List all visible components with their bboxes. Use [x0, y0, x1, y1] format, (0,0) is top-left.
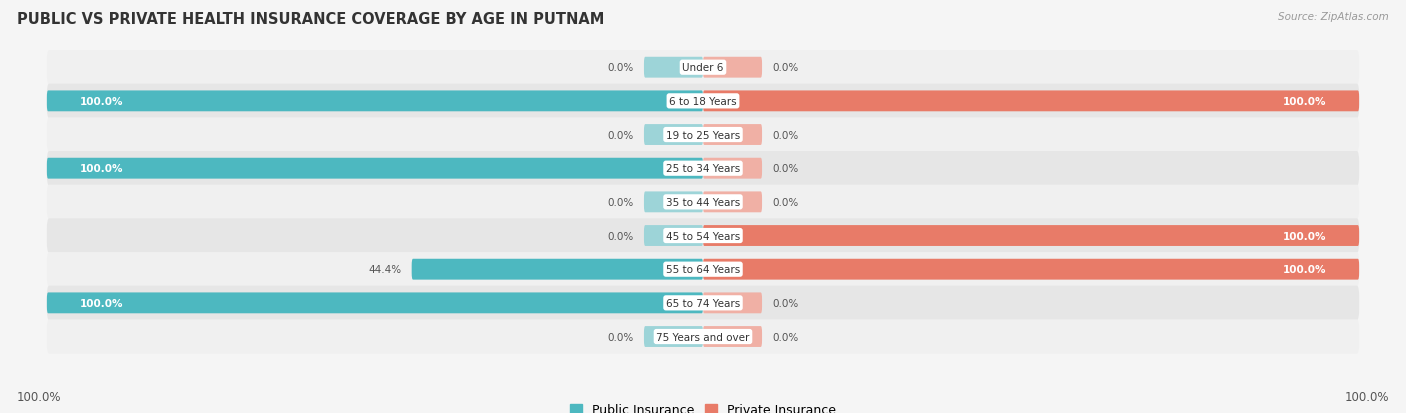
Text: 75 Years and over: 75 Years and over: [657, 332, 749, 342]
Text: 44.4%: 44.4%: [368, 265, 402, 275]
Text: Source: ZipAtlas.com: Source: ZipAtlas.com: [1278, 12, 1389, 22]
FancyBboxPatch shape: [703, 259, 1360, 280]
Text: 0.0%: 0.0%: [607, 231, 634, 241]
Text: 35 to 44 Years: 35 to 44 Years: [666, 197, 740, 207]
Text: 100.0%: 100.0%: [80, 97, 124, 107]
FancyBboxPatch shape: [644, 125, 703, 146]
Text: 0.0%: 0.0%: [607, 197, 634, 207]
Text: 100.0%: 100.0%: [1282, 265, 1326, 275]
FancyBboxPatch shape: [46, 152, 1360, 186]
FancyBboxPatch shape: [46, 85, 1360, 119]
FancyBboxPatch shape: [703, 293, 762, 313]
FancyBboxPatch shape: [46, 91, 703, 112]
FancyBboxPatch shape: [703, 192, 762, 213]
Text: 100.0%: 100.0%: [1282, 231, 1326, 241]
FancyBboxPatch shape: [46, 158, 703, 179]
FancyBboxPatch shape: [46, 185, 1360, 219]
Text: 0.0%: 0.0%: [772, 164, 799, 174]
FancyBboxPatch shape: [412, 259, 703, 280]
Text: 55 to 64 Years: 55 to 64 Years: [666, 265, 740, 275]
FancyBboxPatch shape: [703, 158, 762, 179]
FancyBboxPatch shape: [703, 91, 1360, 112]
Text: 0.0%: 0.0%: [772, 298, 799, 308]
FancyBboxPatch shape: [46, 320, 1360, 354]
Text: 100.0%: 100.0%: [1344, 390, 1389, 403]
Text: 100.0%: 100.0%: [1282, 97, 1326, 107]
Text: 0.0%: 0.0%: [607, 332, 634, 342]
FancyBboxPatch shape: [46, 293, 703, 313]
Text: 6 to 18 Years: 6 to 18 Years: [669, 97, 737, 107]
Text: 25 to 34 Years: 25 to 34 Years: [666, 164, 740, 174]
FancyBboxPatch shape: [46, 51, 1360, 85]
Text: 100.0%: 100.0%: [17, 390, 62, 403]
Text: 0.0%: 0.0%: [772, 197, 799, 207]
Text: 0.0%: 0.0%: [772, 130, 799, 140]
Text: PUBLIC VS PRIVATE HEALTH INSURANCE COVERAGE BY AGE IN PUTNAM: PUBLIC VS PRIVATE HEALTH INSURANCE COVER…: [17, 12, 605, 27]
Text: 100.0%: 100.0%: [80, 298, 124, 308]
Text: 0.0%: 0.0%: [607, 130, 634, 140]
Legend: Public Insurance, Private Insurance: Public Insurance, Private Insurance: [569, 403, 837, 413]
Text: 0.0%: 0.0%: [772, 332, 799, 342]
FancyBboxPatch shape: [703, 326, 762, 347]
FancyBboxPatch shape: [644, 58, 703, 78]
FancyBboxPatch shape: [703, 58, 762, 78]
Text: 100.0%: 100.0%: [80, 164, 124, 174]
FancyBboxPatch shape: [644, 225, 703, 247]
Text: 45 to 54 Years: 45 to 54 Years: [666, 231, 740, 241]
FancyBboxPatch shape: [46, 118, 1360, 152]
FancyBboxPatch shape: [644, 192, 703, 213]
FancyBboxPatch shape: [703, 225, 1360, 247]
FancyBboxPatch shape: [46, 219, 1360, 253]
FancyBboxPatch shape: [46, 252, 1360, 287]
Text: 0.0%: 0.0%: [607, 63, 634, 73]
FancyBboxPatch shape: [703, 125, 762, 146]
Text: 0.0%: 0.0%: [772, 63, 799, 73]
FancyBboxPatch shape: [644, 326, 703, 347]
FancyBboxPatch shape: [46, 286, 1360, 320]
Text: 65 to 74 Years: 65 to 74 Years: [666, 298, 740, 308]
Text: Under 6: Under 6: [682, 63, 724, 73]
Text: 19 to 25 Years: 19 to 25 Years: [666, 130, 740, 140]
